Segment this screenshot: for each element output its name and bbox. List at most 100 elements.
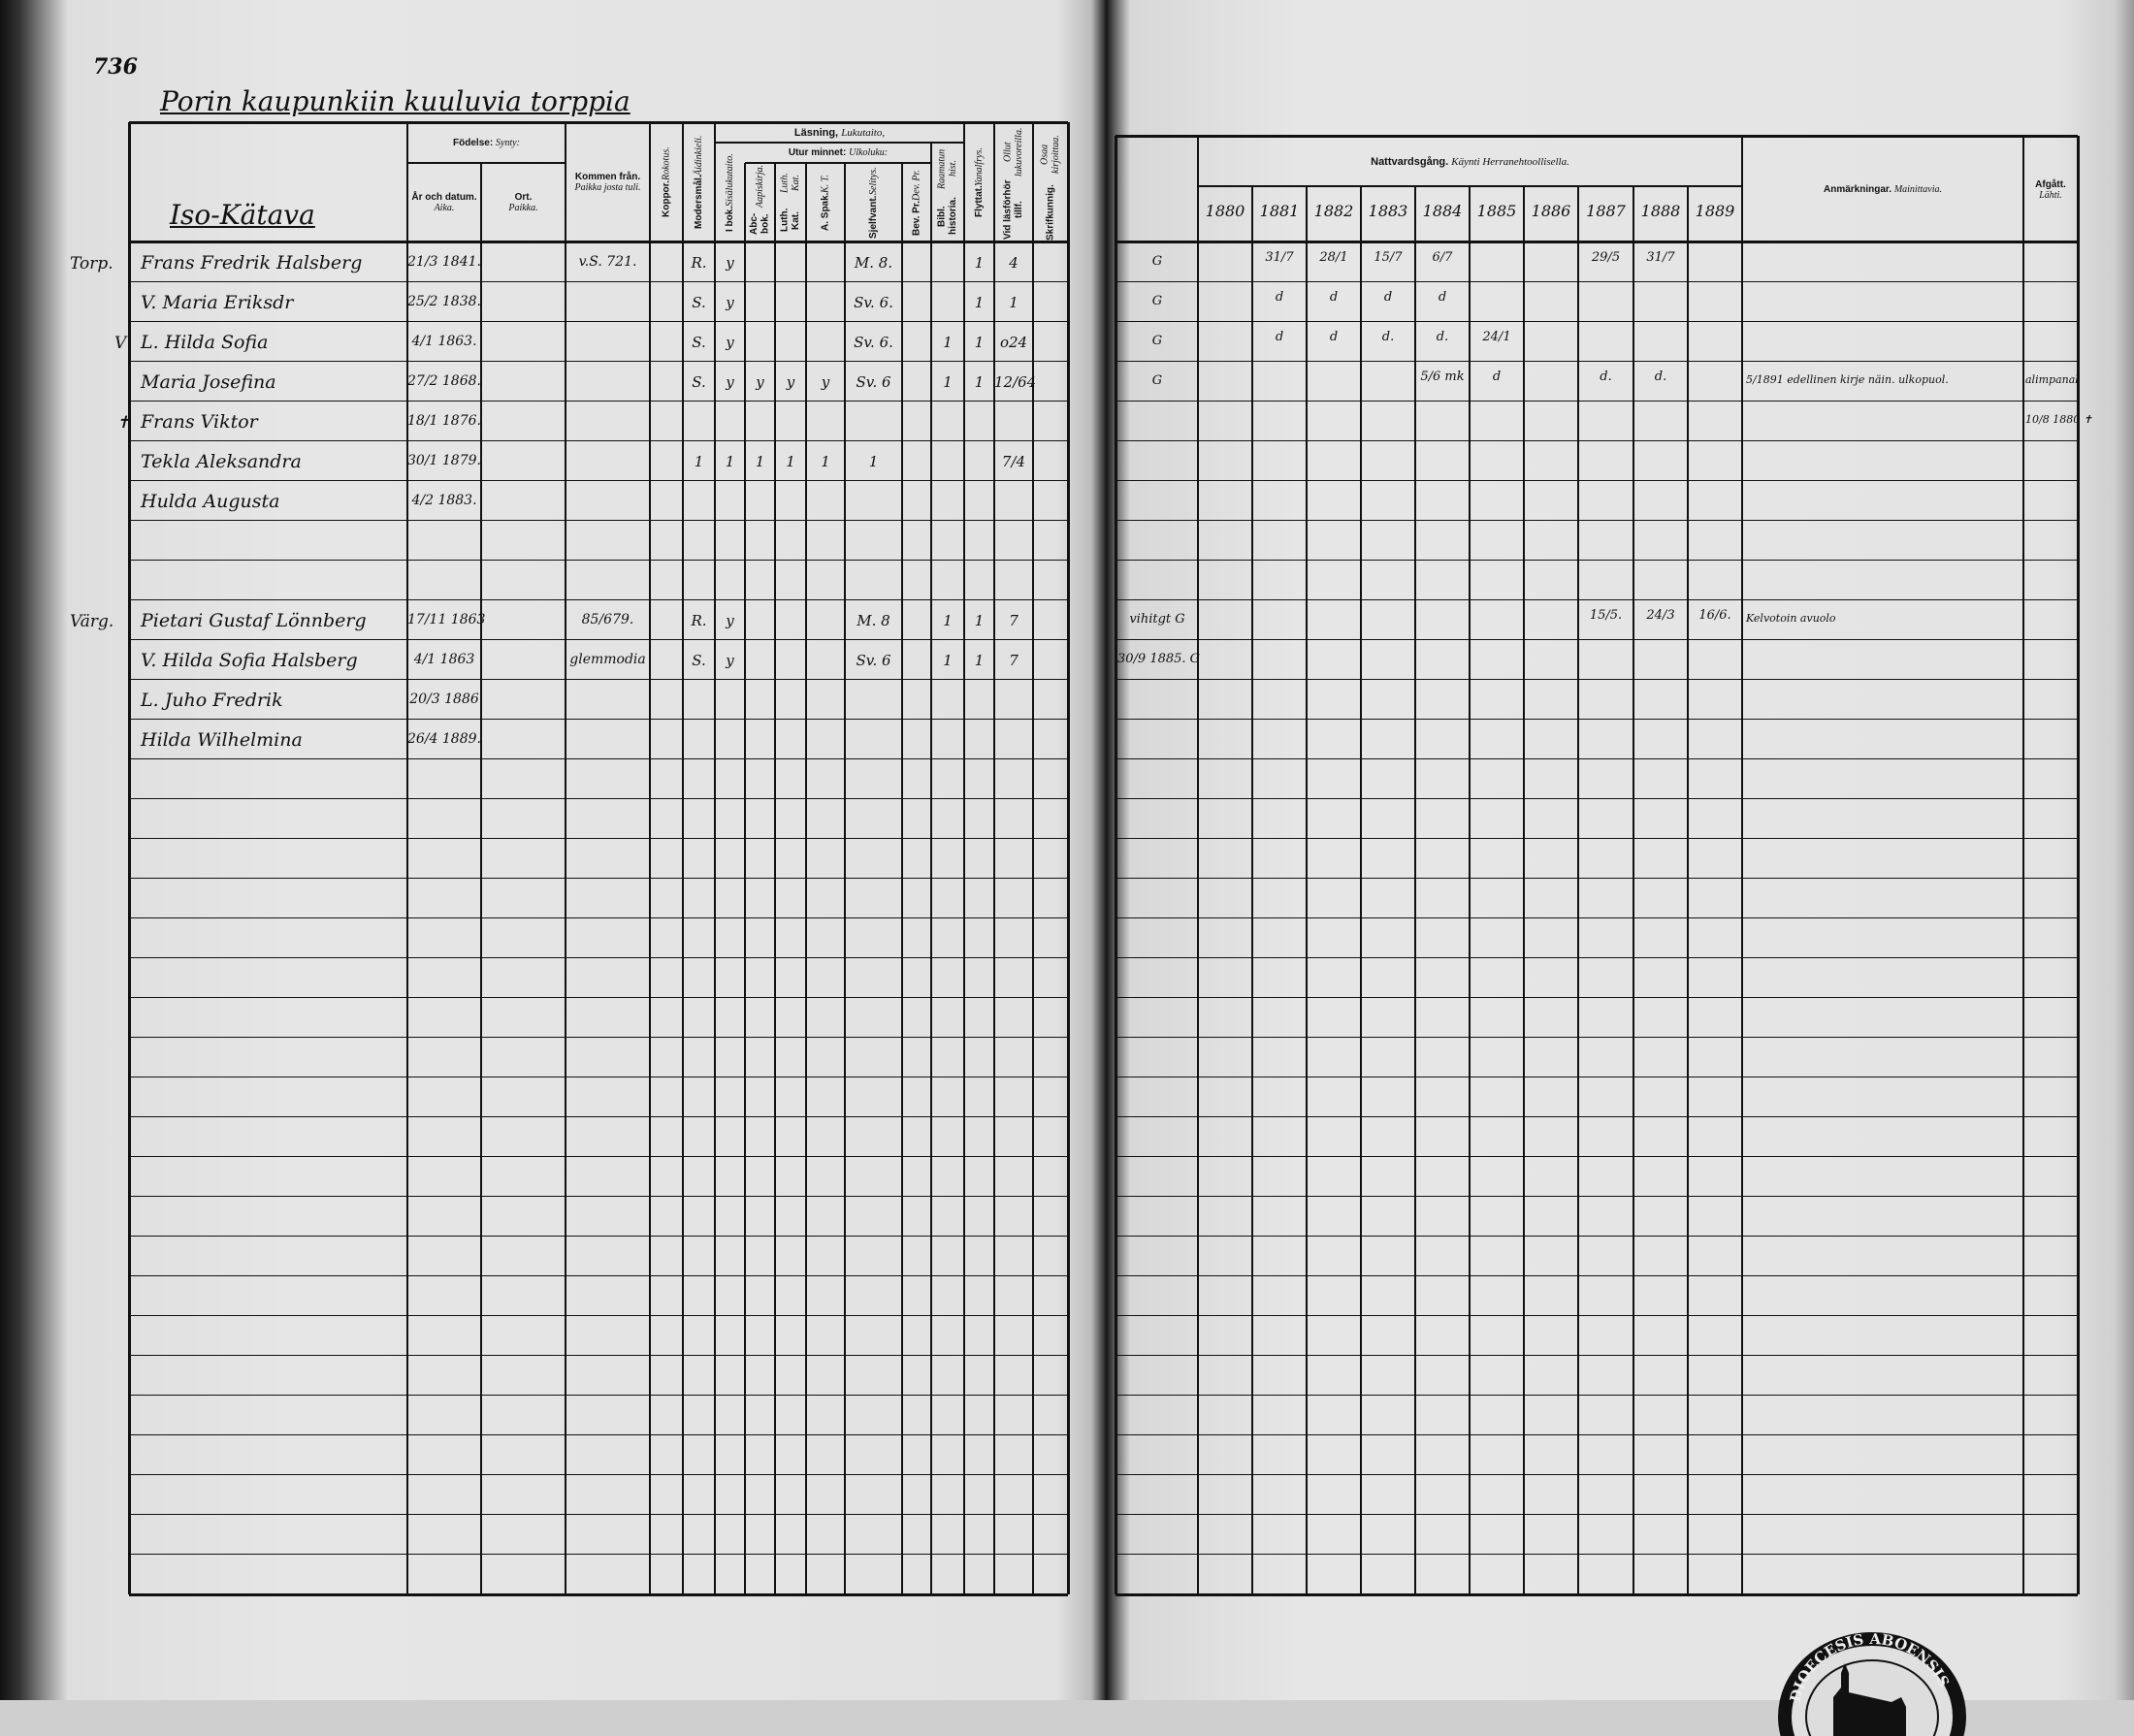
left-page: 736 Porin kaupunkiin kuuluvia torppia Is… bbox=[0, 0, 1106, 1700]
row-line bbox=[1116, 917, 2078, 918]
cell-aika: 4/1 1863. bbox=[411, 334, 477, 349]
marriage-mark: 30/9 1885. G bbox=[1117, 652, 1201, 666]
header-line bbox=[1198, 185, 1742, 187]
row-line bbox=[129, 1156, 1068, 1157]
row-line bbox=[1116, 639, 2078, 640]
person-name: V. Hilda Sofia Halsberg bbox=[141, 650, 358, 671]
header-bev: Bev. Pr. Dev. Pr. bbox=[902, 165, 931, 241]
cell-flytt: 1 bbox=[974, 373, 985, 391]
header-anmarkn: Anmärkningar. Mainittavia. bbox=[1742, 138, 2023, 242]
departure-note: alimpanal bbox=[2025, 373, 2079, 386]
remark-text: 5/1891 edellinen kirje näin. ulkopuol. bbox=[1746, 373, 1949, 386]
row-line bbox=[129, 639, 1068, 640]
row-line bbox=[1116, 321, 2078, 322]
column-line bbox=[128, 122, 131, 1594]
column-line bbox=[805, 163, 807, 1594]
cell-vid: 4 bbox=[1009, 254, 1018, 272]
header-modersmal: Modersmål. Äidinkieli. bbox=[683, 124, 715, 241]
household-title: Värg. bbox=[70, 612, 114, 631]
header-bottom-line bbox=[1116, 241, 2078, 243]
row-line bbox=[129, 321, 1068, 322]
person-name: Tekla Aleksandra bbox=[141, 451, 302, 472]
cell-aika: 4/1 1863 bbox=[413, 652, 475, 667]
column-line bbox=[682, 122, 684, 1594]
marriage-mark: G bbox=[1151, 373, 1163, 388]
header-text: Koppor. bbox=[661, 180, 672, 218]
column-line bbox=[565, 122, 566, 1594]
header-vid: Vid läsförhör tillf. Ollut lukuvoreilla. bbox=[994, 124, 1033, 241]
header-text: K. T. bbox=[820, 174, 831, 193]
header-text: Sisälukutaito. bbox=[724, 153, 735, 208]
year-header: 1883 bbox=[1368, 202, 1408, 220]
column-line bbox=[1115, 136, 1117, 1594]
year-header: 1881 bbox=[1259, 202, 1300, 220]
row-line bbox=[129, 1236, 1068, 1237]
column-line bbox=[1469, 186, 1471, 1594]
header-bibl: Bibl. historia. Raamatun hist. bbox=[931, 145, 964, 241]
header-text: Afgått. bbox=[2035, 178, 2066, 190]
header-text: Rokotus. bbox=[661, 146, 672, 181]
cell-modersm: R. bbox=[691, 254, 707, 272]
cell-vid: o24 bbox=[999, 334, 1028, 351]
communion-date: d. bbox=[1436, 330, 1449, 344]
communion-date: d bbox=[1438, 290, 1447, 305]
cell-aika: 30/1 1879. bbox=[407, 453, 481, 468]
row-line bbox=[129, 480, 1068, 481]
row-line bbox=[129, 1116, 1068, 1117]
header-text: Vid läsförhör tillf. bbox=[1002, 179, 1025, 241]
person-name: Maria Josefina bbox=[141, 371, 276, 393]
header-text: Käynti Herranehtoollisella. bbox=[1451, 155, 1569, 168]
header-text: Paikka josta tuli. bbox=[574, 182, 641, 193]
column-line bbox=[993, 122, 995, 1594]
row-line bbox=[1116, 878, 2078, 879]
person-name: Hilda Wilhelmina bbox=[141, 729, 303, 751]
row-line bbox=[1116, 1474, 2078, 1475]
cell-sjelf: Sv. 6 bbox=[856, 652, 891, 669]
communion-date: d bbox=[1275, 330, 1284, 344]
column-line bbox=[649, 122, 651, 1594]
header-text: Äidinkieli. bbox=[693, 135, 704, 176]
column-line bbox=[844, 163, 846, 1594]
cell-flytt: 1 bbox=[974, 254, 985, 272]
person-name: Pietari Gustaf Lönnberg bbox=[141, 610, 367, 631]
column-line bbox=[1306, 186, 1308, 1594]
header-kommen: Kommen från. Paikka josta tuli. bbox=[566, 124, 650, 241]
header-fodelse: Födelse: Synty: bbox=[407, 124, 566, 163]
row-line bbox=[129, 1593, 1068, 1596]
row-line bbox=[1116, 281, 2078, 282]
row-line bbox=[129, 1395, 1068, 1396]
column-line bbox=[1633, 186, 1634, 1594]
marriage-mark: vihitgt G bbox=[1129, 612, 1185, 627]
cell-modersm: 1 bbox=[694, 453, 704, 470]
communion-date: 24/1 bbox=[1482, 330, 1511, 344]
row-line bbox=[1116, 997, 2078, 998]
row-line bbox=[129, 1275, 1068, 1276]
cell-flytt: 1 bbox=[974, 652, 985, 669]
cell-modersm: S. bbox=[692, 294, 706, 311]
column-line bbox=[406, 122, 408, 1594]
cell-flytt: 1 bbox=[974, 294, 985, 311]
header-text: Bibl. historia. bbox=[936, 197, 959, 236]
row-line bbox=[1116, 679, 2078, 680]
header-text: Skrifkunnig. bbox=[1045, 184, 1056, 241]
header-bottom-line bbox=[129, 241, 1068, 243]
person-name: Frans Fredrik Halsberg bbox=[141, 252, 363, 273]
communion-date: d. bbox=[1381, 330, 1395, 344]
row-line bbox=[129, 281, 1068, 282]
departure-note: 10/8 1880 ✝ bbox=[2025, 413, 2092, 426]
header-line bbox=[407, 162, 566, 164]
year-header: 1884 bbox=[1422, 202, 1463, 220]
cell-flytt: 1 bbox=[974, 612, 985, 629]
header-text: Bev. Pr. bbox=[911, 200, 922, 236]
column-line bbox=[901, 163, 903, 1594]
header-text: Nattvardsgång. bbox=[1371, 155, 1449, 168]
cell-ibok: 1 bbox=[725, 453, 735, 470]
household-title: ✝ bbox=[116, 413, 131, 433]
header-lasning: Läsning, Lukutaito, bbox=[715, 123, 964, 143]
communion-date: 15/7 bbox=[1374, 250, 1403, 265]
header-ort: Ort. Paikka. bbox=[481, 165, 566, 241]
year-header: 1888 bbox=[1640, 202, 1681, 220]
row-line bbox=[1116, 1236, 2078, 1237]
communion-date: 31/7 bbox=[1265, 250, 1294, 265]
cell-sjelf: Sv. 6. bbox=[854, 294, 893, 311]
